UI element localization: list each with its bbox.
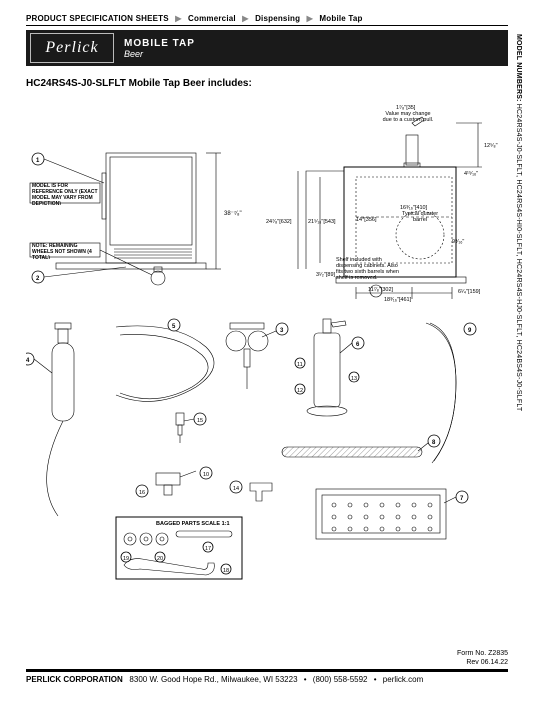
svg-text:13: 13 bbox=[351, 376, 357, 382]
dim-bot1: 11⁷⁄₈"[302] bbox=[368, 286, 394, 293]
note-custom-pull: Value may change due to a custom pull. bbox=[382, 111, 434, 123]
regulator-icon: 3 bbox=[226, 323, 288, 389]
dim-door-open: 21⁵⁄₁₆"[543] bbox=[308, 218, 336, 225]
svg-text:18: 18 bbox=[223, 568, 229, 574]
dim-bot2: 18³⁄₁₆"[461] bbox=[384, 297, 412, 303]
tap-tower-icon: 6 11 12 13 bbox=[295, 319, 364, 416]
svg-text:14: 14 bbox=[233, 486, 239, 492]
dim-kick: 3¹⁄₂"[89] bbox=[316, 272, 336, 278]
dim-door-h: 24⁷⁄₈"[632] bbox=[266, 218, 292, 225]
side-view-diagram: 1⁷⁄₈"[35] Value may change due to a cust… bbox=[266, 104, 498, 305]
faucet-icon: 14 bbox=[230, 481, 272, 501]
svg-text:17: 17 bbox=[205, 546, 211, 552]
breadcrumb-root: PRODUCT SPECIFICATION SHEETS bbox=[26, 14, 169, 23]
dim-overall-height: 38⁻⁷⁄₈" bbox=[224, 210, 242, 217]
chevron-right-icon: ▶ bbox=[242, 14, 248, 23]
company-site: perlick.com bbox=[383, 675, 423, 684]
svg-text:10: 10 bbox=[203, 472, 209, 478]
dim-top-r: 4¹⁵⁄₁₆" bbox=[464, 170, 478, 177]
breadcrumb-l2: Dispensing bbox=[255, 14, 300, 23]
keg-coupler-icon: 10 16 bbox=[136, 467, 212, 497]
model-number-prefix: MODEL NUMBERS: bbox=[515, 34, 522, 102]
bagged-parts-label: BAGGED PARTS SCALE 1:1 bbox=[156, 521, 230, 527]
bagged-parts-box: BAGGED PARTS SCALE 1:1 19 20 17 18 bbox=[116, 517, 242, 579]
model-number-strip: MODEL NUMBERS: HC24RS4S-J0-SLFLT, HC24RS… bbox=[506, 14, 522, 714]
dim-top-small: 1⁷⁄₈"[35] bbox=[396, 104, 416, 111]
company-address: 8300 W. Good Hope Rd., Milwaukee, WI 532… bbox=[129, 675, 297, 684]
includes-heading: HC24RS4S-J0-SLFLT Mobile Tap Beer includ… bbox=[26, 78, 508, 89]
chevron-right-icon: ▶ bbox=[307, 14, 313, 23]
beer-line-icon: 5 bbox=[116, 319, 214, 401]
svg-text:11: 11 bbox=[297, 362, 303, 368]
svg-text:19: 19 bbox=[123, 556, 129, 562]
main-diagram-area: 38⁻⁷⁄₈" 1 MODEL IS FOR REFERENCE ONLY (E… bbox=[26, 95, 508, 305]
dim-int-h: 14*[356] bbox=[356, 217, 377, 223]
breadcrumb: PRODUCT SPECIFICATION SHEETS ▶ Commercia… bbox=[26, 14, 508, 26]
svg-text:16: 16 bbox=[139, 490, 145, 496]
svg-text:12: 12 bbox=[297, 388, 303, 394]
breadcrumb-l3: Mobile Tap bbox=[319, 14, 362, 23]
banner-title: MOBILE TAP bbox=[124, 38, 195, 49]
co2-tank-icon: 4 bbox=[26, 323, 74, 516]
chevron-right-icon: ▶ bbox=[175, 14, 181, 23]
breadcrumb-l1: Commercial bbox=[188, 14, 236, 23]
probe-icon: 15 bbox=[176, 413, 206, 443]
note-wheels: NOTE: REMAINING WHEELS NOT SHOWN (4 TOTA… bbox=[32, 243, 100, 259]
front-view-diagram: 38⁻⁷⁄₈" 1 MODEL IS FOR REFERENCE ONLY (E… bbox=[30, 153, 242, 285]
company-name: PERLICK CORPORATION bbox=[26, 675, 123, 684]
svg-text:15: 15 bbox=[197, 418, 203, 424]
page-footer: Form No. Z2835 Rev 06.14.22 PERLICK CORP… bbox=[26, 650, 508, 684]
braided-hose-icon: 8 bbox=[282, 435, 440, 457]
model-number-list: HC24RS4S-J0-SLFLT, HC24RS4S-HI0-SLFLT, H… bbox=[515, 104, 522, 412]
company-phone: (800) 558-5592 bbox=[313, 675, 368, 684]
banner-subtitle: Beer bbox=[124, 49, 195, 59]
parts-diagram-area: 4 5 3 bbox=[26, 313, 508, 603]
dim-depth-r: 6¹⁄₄"[159] bbox=[458, 289, 481, 295]
drip-tray-icon: 7 bbox=[316, 489, 468, 539]
note-model: MODEL IS FOR REFERENCE ONLY (EXACT MODEL… bbox=[32, 183, 100, 205]
note-shelf: Shelf included with dispensing cabinets.… bbox=[336, 257, 400, 281]
dim-barrel-h: 9⁹⁄₁₆" bbox=[452, 238, 464, 245]
svg-text:20: 20 bbox=[157, 556, 163, 562]
barrel-text: Typical quarter barrel bbox=[396, 211, 444, 223]
dim-tap-h: 12⁵⁄₈" bbox=[484, 142, 498, 149]
title-banner: Perlick MOBILE TAP Beer bbox=[26, 30, 508, 66]
revision-date: Rev 06.14.22 bbox=[26, 659, 508, 667]
perlick-logo: Perlick bbox=[30, 33, 114, 63]
form-number: Form No. Z2835 bbox=[26, 650, 508, 658]
